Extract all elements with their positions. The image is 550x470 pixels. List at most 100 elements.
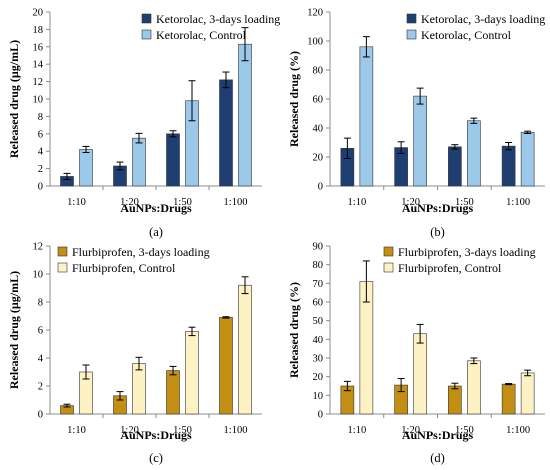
legend-swatch	[141, 13, 152, 24]
x-tick-label: 1:50	[173, 425, 192, 436]
x-axis-label: AuNPs:Drugs	[120, 428, 192, 442]
y-tick-label: 120	[307, 8, 323, 19]
bar	[219, 79, 233, 187]
bar	[359, 46, 374, 187]
y-tick-label: 80	[313, 66, 324, 77]
y-axis-label: Released drug (µg/mL)	[7, 271, 21, 389]
legend-swatch	[57, 262, 68, 273]
y-tick-label: 50	[313, 316, 324, 327]
x-tick-label: 1:100	[224, 197, 248, 208]
bar	[185, 331, 199, 415]
legend-swatch	[141, 29, 152, 40]
x-tick-label: 1:20	[120, 197, 139, 208]
x-tick-label: 1:100	[224, 425, 248, 436]
legend-label: Flurbiprofen, 3-days loading	[72, 245, 210, 259]
x-tick-label: 1:10	[67, 425, 86, 436]
x-tick-label: 1:100	[506, 197, 530, 208]
y-tick-label: 18	[33, 25, 44, 36]
legend-label: Ketorolac, 3-days loading	[156, 12, 280, 26]
y-tick-label: 6	[38, 129, 43, 140]
bar	[79, 149, 93, 187]
x-tick-label: 1:20	[401, 425, 420, 436]
legend-swatch	[406, 13, 417, 24]
y-axis-label: Released drug (µg/mL)	[7, 40, 21, 158]
legend-label: Ketorolac, 3-days loading	[421, 12, 545, 26]
bar	[132, 137, 146, 187]
y-tick-label: 70	[313, 279, 324, 290]
legend-label: Ketorolac, Control	[421, 28, 512, 42]
x-tick-label: 1:50	[173, 197, 192, 208]
x-tick-label: 1:20	[401, 197, 420, 208]
y-tick-label: 60	[313, 95, 324, 106]
panel-label: (a)	[149, 225, 163, 239]
x-tick-label: 1:20	[120, 425, 139, 436]
legend-swatch	[383, 262, 394, 273]
y-tick-label: 8	[38, 298, 43, 309]
y-tick-label: 4	[38, 354, 44, 365]
x-axis-label: AuNPs:Drugs	[120, 201, 192, 215]
bar	[413, 333, 427, 415]
panel-label: (d)	[430, 451, 445, 465]
y-tick-label: 40	[313, 124, 324, 135]
legend-label: Flurbiprofen, 3-days loading	[398, 245, 536, 259]
bar	[501, 145, 516, 187]
bar	[448, 146, 462, 187]
bar	[238, 43, 252, 187]
y-axis-label: Released drug (%)	[287, 51, 301, 147]
legend-swatch	[57, 246, 68, 257]
bar	[467, 360, 481, 415]
x-axis-label: AuNPs:Drugs	[402, 201, 474, 215]
y-tick-label: 80	[313, 260, 324, 271]
y-tick-label: 0	[38, 410, 43, 421]
legend-label: Flurbiprofen, Control	[72, 261, 176, 275]
y-tick-label: 60	[313, 298, 324, 309]
y-tick-label: 100	[307, 37, 323, 48]
y-tick-label: 20	[33, 8, 44, 19]
bar	[467, 120, 481, 187]
chart-panel-4: 0 10 20 30 40 50 60 70 80 90 1:10 1:20 1:50 1:100 Flur…	[287, 242, 545, 465]
panel-label: (c)	[149, 451, 163, 465]
x-tick-label: 1:10	[348, 197, 367, 208]
y-tick-label: 90	[313, 242, 324, 253]
chart-panel-1: 0 2 4 6 8 10 12 14 16 18 20 1:10 1:20 1:50 1:100 Ketoro…	[7, 8, 280, 240]
bar	[413, 95, 427, 187]
bar	[520, 372, 535, 415]
x-tick-label: 1:10	[348, 425, 367, 436]
y-tick-label: 12	[33, 77, 44, 88]
legend-label: Flurbiprofen, Control	[398, 261, 502, 275]
y-tick-label: 20	[313, 372, 324, 383]
y-tick-label: 0	[318, 410, 323, 421]
y-tick-label: 2	[38, 382, 43, 393]
bar	[501, 383, 516, 415]
chart-panel-2: 0 20 40 60 80 100 120 1:10 1:20 1:50 1:100 Ketorola…	[287, 8, 545, 240]
x-tick-label: 1:10	[67, 197, 86, 208]
bar	[166, 133, 180, 187]
bar	[520, 132, 535, 187]
y-tick-label: 0	[318, 182, 323, 193]
y-tick-label: 0	[38, 182, 43, 193]
legend-label: Ketorolac, Control	[156, 28, 247, 42]
panel-label: (b)	[430, 225, 445, 239]
y-tick-label: 6	[38, 326, 43, 337]
y-tick-label: 2	[38, 164, 43, 175]
y-tick-label: 10	[313, 391, 324, 402]
x-tick-label: 1:50	[455, 197, 474, 208]
legend-swatch	[383, 246, 394, 257]
chart-panel-3: 0 2 4 6 8 10 12 1:10 1:20 1:50 1:100 Flurbiprofen, …	[7, 242, 262, 465]
x-tick-label: 1:50	[455, 425, 474, 436]
y-tick-label: 10	[33, 270, 44, 281]
y-tick-label: 16	[33, 42, 44, 53]
bar	[219, 317, 233, 415]
y-tick-label: 10	[33, 95, 44, 106]
y-tick-label: 14	[33, 60, 44, 71]
y-tick-label: 40	[313, 335, 324, 346]
y-tick-label: 4	[38, 147, 44, 158]
bar	[448, 385, 462, 415]
x-tick-label: 1:100	[506, 425, 530, 436]
y-axis-label: Released drug (%)	[287, 282, 301, 378]
bar	[238, 284, 252, 415]
x-axis-label: AuNPs:Drugs	[402, 428, 474, 442]
legend-swatch	[406, 29, 417, 40]
y-tick-label: 20	[313, 153, 324, 164]
